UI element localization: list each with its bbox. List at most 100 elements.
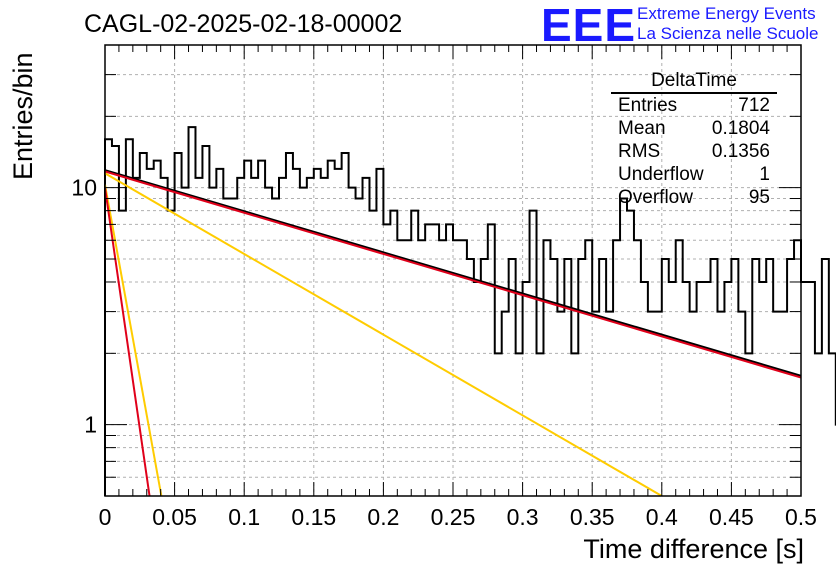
histogram-bin: [293, 169, 300, 496]
histogram-bin: [550, 259, 557, 496]
histogram-bin: [488, 224, 495, 496]
histogram-bin: [397, 240, 404, 496]
histogram-bin: [189, 127, 196, 496]
stats-value: 0.1804: [711, 118, 770, 139]
stats-label: Mean: [618, 118, 666, 139]
page-title: CAGL-02-2025-02-18-00002: [84, 10, 403, 38]
histogram-bin: [154, 161, 161, 496]
histogram-bin: [822, 259, 829, 496]
stats-row-mean: Mean 0.1804: [611, 117, 777, 140]
x-tick-label: 0.15: [291, 504, 336, 530]
stats-row-rms: RMS 0.1356: [611, 140, 777, 163]
fit-line: [105, 170, 801, 379]
x-tick-label: 0.05: [152, 504, 197, 530]
histogram-bin: [161, 178, 168, 496]
x-tick-label: 0.45: [709, 504, 754, 530]
histogram-bin: [634, 240, 641, 496]
histogram-bin: [752, 259, 759, 496]
histogram-bin: [766, 259, 773, 496]
stats-title: DeltaTime: [611, 70, 777, 94]
histogram-bin: [571, 353, 578, 496]
histogram-bin: [356, 199, 363, 496]
y-axis-label: Entries/bin: [8, 52, 38, 180]
x-tick-label: 0.25: [431, 504, 476, 530]
y-tick-label: 1: [84, 412, 97, 438]
histogram-bin: [523, 282, 530, 496]
histogram-bin: [606, 312, 613, 496]
fit-line: [105, 184, 163, 496]
histogram-bin: [655, 312, 662, 496]
fit-line: [105, 187, 151, 496]
histogram-bin: [731, 259, 738, 496]
histogram-bin: [704, 282, 711, 496]
histogram-bin: [773, 312, 780, 496]
stats-label: Overflow: [618, 187, 693, 208]
x-tick-label: 0.1: [228, 504, 260, 530]
histogram-bin: [516, 353, 523, 496]
histogram-bin: [453, 240, 460, 496]
histogram-bin: [829, 353, 836, 496]
stats-value: 1: [759, 164, 770, 185]
histogram-bin: [808, 282, 815, 496]
histogram-bin: [683, 282, 690, 496]
histogram-series: [104, 126, 836, 496]
histogram-bin: [564, 259, 571, 496]
stats-value: 712: [738, 95, 770, 116]
histogram-bin: [418, 240, 425, 496]
histogram-bin: [801, 282, 808, 496]
histogram-bin: [321, 178, 328, 496]
stats-value: 95: [748, 187, 770, 208]
logo-line-2: La Scienza nelle Scuole: [637, 24, 819, 43]
histogram-bin: [759, 282, 766, 496]
histogram-bin: [168, 211, 175, 496]
histogram-bin: [230, 199, 237, 496]
histogram-bin: [140, 153, 147, 496]
histogram-bin: [272, 199, 279, 496]
stats-label: RMS: [618, 141, 661, 162]
stats-row-entries: Entries 712: [611, 94, 777, 117]
fit-line: [105, 172, 663, 496]
histogram-bin: [404, 240, 411, 496]
stats-row-underflow: Underflow 1: [611, 163, 777, 186]
histogram-bin: [711, 259, 718, 496]
histogram-bin: [780, 312, 787, 496]
histogram-bin: [815, 353, 822, 496]
histogram-bin: [383, 224, 390, 496]
histogram-bin: [627, 211, 634, 496]
histogram-bin: [669, 282, 676, 496]
histogram-bin: [300, 188, 307, 496]
histogram-bin: [328, 161, 335, 496]
histogram-bin: [794, 240, 801, 496]
stats-row-overflow: Overflow 95: [611, 186, 777, 209]
histogram-bin: [613, 240, 620, 496]
histogram-bin: [648, 312, 655, 496]
histogram-bin: [724, 282, 731, 496]
x-tick-label: 0.5: [785, 504, 817, 530]
histogram-bin: [745, 353, 752, 496]
y-tick-label: 10: [71, 175, 97, 201]
histogram-bin: [216, 169, 223, 496]
histogram-bin: [363, 178, 370, 496]
histogram-bin: [530, 211, 537, 496]
histogram-bin: [182, 188, 189, 496]
histogram-bin: [175, 153, 182, 496]
x-tick-label: 0.2: [367, 504, 399, 530]
histogram-bin: [369, 211, 376, 496]
histogram-bin: [557, 312, 564, 496]
histogram-bin: [738, 312, 745, 496]
histogram-bin: [690, 312, 697, 496]
histogram-bin: [585, 240, 592, 496]
eee-logo: EEE: [541, 0, 637, 51]
logo-line-1: Extreme Energy Events: [637, 4, 816, 23]
histogram-bin: [697, 282, 704, 496]
histogram-bin: [662, 259, 669, 496]
histogram-bin: [342, 153, 349, 496]
histogram-bin: [495, 353, 502, 496]
stats-value: 0.1356: [711, 141, 770, 162]
histogram-bin: [620, 199, 627, 496]
histogram-bin: [592, 312, 599, 496]
x-tick-label: 0.3: [507, 504, 539, 530]
histogram-bin: [251, 178, 258, 496]
